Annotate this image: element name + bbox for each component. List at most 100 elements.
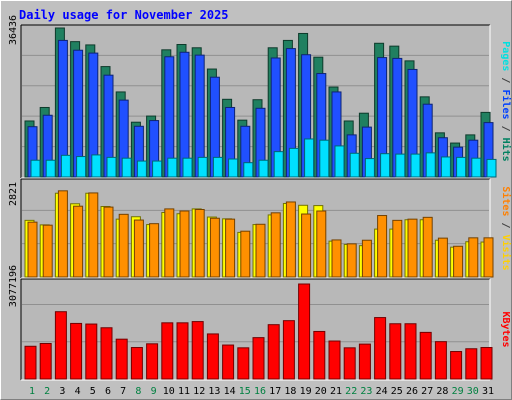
bar-kbytes-day-9	[146, 343, 159, 380]
bar-kbytes-day-25	[389, 323, 402, 380]
bar-sites-day-12	[194, 209, 205, 278]
panel-legend-pages-files-hits: Pages / Files / Hits	[500, 41, 512, 161]
y-max-label: 2821	[8, 182, 19, 206]
bar-sites-day-26	[407, 218, 418, 278]
bar-kbytes-day-20	[313, 330, 326, 380]
y-max-label: 36436	[8, 15, 19, 45]
bar-pages-day-22	[349, 152, 360, 178]
bar-sites-day-3	[57, 190, 68, 278]
bar-sites-day-19	[301, 213, 312, 278]
x-tick-label-day-7: 7	[120, 386, 126, 397]
x-tick-label-day-3: 3	[59, 386, 65, 397]
bar-sites-day-11	[179, 210, 190, 278]
bar-pages-day-4	[76, 156, 87, 178]
bar-kbytes-day-18	[282, 320, 295, 380]
x-tick-label-day-21: 21	[330, 386, 342, 397]
bar-sites-day-14	[225, 218, 236, 278]
bar-pages-day-13	[212, 156, 223, 178]
bar-sites-day-17	[270, 212, 281, 278]
x-tick-label-day-10: 10	[163, 386, 175, 397]
bar-kbytes-day-26	[404, 323, 417, 380]
x-tick-label-day-13: 13	[208, 386, 220, 397]
bar-sites-day-25	[392, 219, 403, 278]
x-tick-label-day-4: 4	[75, 386, 81, 397]
bar-sites-day-22	[346, 243, 357, 278]
bar-pages-day-20	[319, 139, 330, 178]
x-tick-label-day-6: 6	[105, 386, 111, 397]
legend-entry: /	[500, 120, 511, 138]
bar-kbytes-day-15	[237, 347, 250, 380]
x-tick-label-day-9: 9	[151, 386, 157, 397]
bar-kbytes-day-7	[115, 338, 128, 380]
x-tick-label-day-5: 5	[90, 386, 96, 397]
legend-entry: Pages	[500, 41, 511, 71]
bar-pages-day-11	[182, 157, 193, 178]
x-tick-label-day-8: 8	[135, 386, 141, 397]
x-tick-label-day-28: 28	[436, 386, 448, 397]
x-tick-label-day-18: 18	[284, 386, 296, 397]
x-tick-label-day-17: 17	[269, 386, 281, 397]
bar-pages-day-19	[304, 138, 315, 178]
legend-entry: Visits	[500, 235, 512, 271]
bar-pages-day-18	[288, 147, 299, 178]
chart-title: Daily usage for November 2025	[19, 8, 229, 22]
x-tick-label-day-27: 27	[421, 386, 433, 397]
bar-kbytes-day-8	[130, 347, 143, 380]
bar-pages-day-28	[440, 156, 451, 178]
bar-kbytes-day-1	[24, 345, 37, 380]
bar-sites-day-6	[103, 206, 114, 278]
bar-sites-day-5	[88, 192, 99, 278]
bar-pages-day-26	[410, 153, 421, 178]
bar-pages-day-17	[273, 151, 284, 178]
bar-kbytes-day-23	[358, 343, 371, 380]
bar-sites-day-27	[422, 216, 433, 278]
bar-kbytes-day-5	[85, 323, 98, 380]
bar-sites-day-28	[437, 237, 448, 278]
bar-sites-day-10	[164, 208, 175, 278]
x-tick-label-day-15: 15	[239, 386, 251, 397]
bar-sites-day-24	[377, 215, 388, 278]
bar-sites-day-21	[331, 239, 342, 278]
bar-kbytes-day-3	[54, 311, 67, 380]
bar-kbytes-day-10	[161, 322, 174, 380]
bar-kbytes-day-11	[176, 322, 189, 380]
legend-entry: Files	[500, 89, 512, 119]
x-tick-label-day-23: 23	[360, 386, 372, 397]
bar-sites-day-4	[73, 205, 84, 278]
bar-sites-day-20	[316, 210, 327, 278]
x-tick-label-day-30: 30	[467, 386, 479, 397]
x-tick-label-day-14: 14	[224, 386, 236, 397]
bar-kbytes-day-28	[434, 341, 447, 380]
bar-pages-day-27	[425, 152, 436, 178]
bar-pages-day-21	[334, 145, 345, 178]
x-tick-label-day-19: 19	[300, 386, 312, 397]
x-tick-label-day-1: 1	[29, 386, 35, 397]
bar-sites-day-8	[133, 219, 144, 278]
bar-pages-day-7	[121, 157, 132, 178]
x-tick-label-day-22: 22	[345, 386, 357, 397]
bar-sites-day-31	[483, 237, 494, 278]
y-max-label: 3077196	[8, 265, 19, 307]
bar-kbytes-day-14	[222, 344, 235, 380]
bar-pages-day-16	[258, 159, 269, 178]
x-tick-label-day-26: 26	[406, 386, 418, 397]
bar-kbytes-day-13	[206, 333, 219, 380]
bar-pages-day-14	[228, 158, 239, 178]
bar-kbytes-day-17	[267, 324, 280, 380]
bar-pages-day-1	[30, 159, 41, 178]
legend-entry: /	[500, 71, 511, 89]
bar-pages-day-31	[486, 158, 497, 178]
bar-pages-day-9	[152, 160, 163, 178]
bar-sites-day-18	[285, 201, 296, 278]
bar-kbytes-day-24	[374, 317, 387, 380]
bar-sites-day-30	[468, 237, 479, 278]
bar-kbytes-day-12	[191, 321, 204, 380]
panel-legend-kbytes: KBytes	[500, 311, 511, 347]
x-tick-label-day-2: 2	[44, 386, 50, 397]
bar-pages-day-3	[60, 154, 71, 178]
bar-sites-day-2	[42, 224, 53, 278]
x-tick-label-day-12: 12	[193, 386, 205, 397]
legend-entry: Sites	[500, 186, 512, 216]
bar-kbytes-day-21	[328, 340, 341, 380]
bar-pages-day-15	[243, 162, 254, 178]
